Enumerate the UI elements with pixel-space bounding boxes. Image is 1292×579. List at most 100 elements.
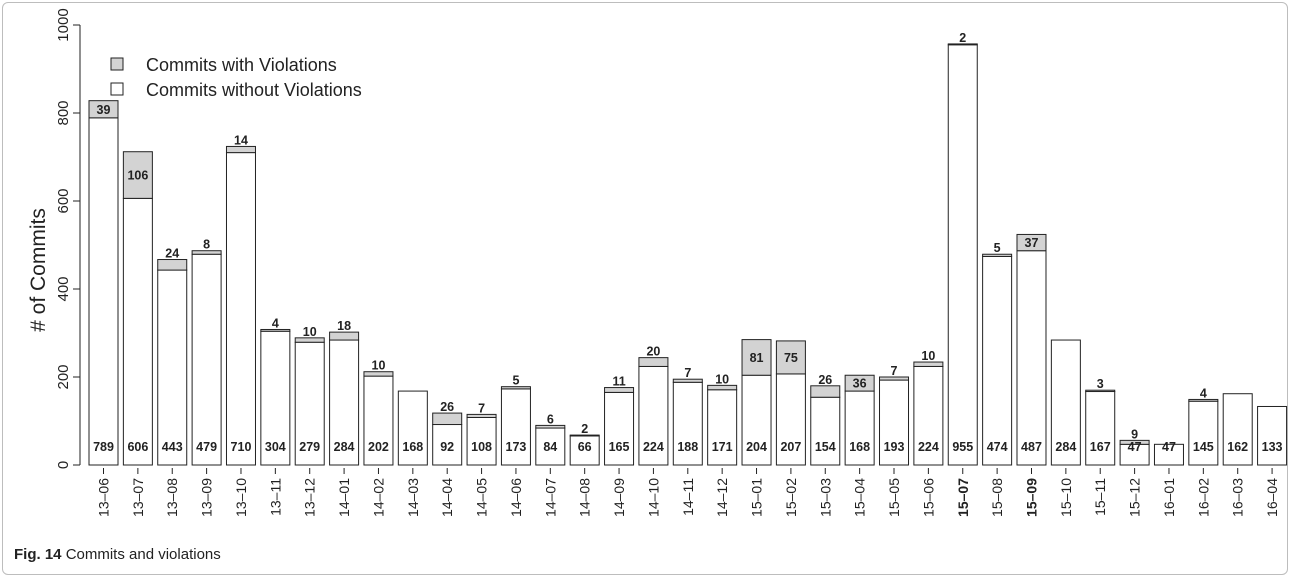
x-tick-label: 14–04 <box>439 478 455 517</box>
value-label-with-violations: 26 <box>818 373 832 387</box>
x-tick-label: 14–03 <box>405 478 421 517</box>
value-label-without-violations: 474 <box>987 440 1008 454</box>
x-tick-label: 13–10 <box>233 478 249 517</box>
y-tick-label: 800 <box>55 100 72 125</box>
value-label-with-violations: 106 <box>127 169 148 183</box>
figure-caption: Fig. 14 Commits and violations <box>14 546 221 563</box>
value-label-without-violations: 710 <box>231 440 252 454</box>
caption-label: Fig. 14 <box>14 546 62 563</box>
value-label-with-violations: 3 <box>1097 377 1104 391</box>
bar-with-violations <box>947 43 978 46</box>
bar-without-violations <box>397 390 428 466</box>
value-label-without-violations: 154 <box>815 440 836 454</box>
y-tick-label: 200 <box>55 364 72 389</box>
value-label-with-violations: 5 <box>512 374 519 388</box>
value-label-with-violations: 14 <box>234 133 248 147</box>
bar-without-violations <box>1222 393 1253 466</box>
y-axis-label: # of Commits <box>27 208 50 332</box>
bar-with-violations <box>1119 439 1150 445</box>
value-label-with-violations: 2 <box>959 31 966 45</box>
value-label-without-violations: 171 <box>712 440 733 454</box>
bar-with-violations <box>638 357 669 367</box>
value-label-without-violations: 47 <box>1162 440 1176 454</box>
caption-text: Commits and violations <box>65 546 221 563</box>
x-tick-label: 15–09 <box>1023 478 1039 517</box>
bar-without-violations <box>535 427 566 466</box>
value-label-without-violations: 224 <box>918 440 939 454</box>
bar-without-violations <box>157 269 188 466</box>
value-label-with-violations: 37 <box>1025 236 1039 250</box>
value-label-with-violations: 75 <box>784 351 798 365</box>
bar-without-violations <box>1188 400 1219 466</box>
bar-with-violations <box>500 386 531 390</box>
bar-without-violations <box>191 253 222 466</box>
value-label-with-violations: 8 <box>203 238 210 252</box>
value-label-without-violations: 84 <box>543 440 557 454</box>
x-tick-label: 14–02 <box>370 478 386 517</box>
x-tick-label: 13–07 <box>130 478 146 517</box>
x-tick-label: 13–09 <box>199 478 215 517</box>
x-tick-label: 13–08 <box>164 478 180 517</box>
bar-with-violations <box>1016 233 1047 252</box>
legend-label-with-violations: Commits with Violations <box>146 55 337 75</box>
y-tick-label: 400 <box>55 276 72 301</box>
bar-without-violations <box>1085 391 1116 466</box>
x-tick-label: 15–01 <box>749 478 765 517</box>
x-tick-label: 15–02 <box>783 478 799 517</box>
bar-with-violations <box>294 337 325 343</box>
x-tick-label: 16–02 <box>1195 478 1211 517</box>
bar-with-violations <box>88 100 119 119</box>
x-tick-label: 15–12 <box>1127 478 1143 517</box>
value-label-without-violations: 204 <box>746 440 767 454</box>
bar-without-violations <box>672 381 703 466</box>
bar-with-violations <box>879 376 910 381</box>
value-label-without-violations: 479 <box>196 440 217 454</box>
value-label-with-violations: 6 <box>547 412 554 426</box>
bar-with-violations <box>260 328 291 332</box>
bar-with-violations <box>741 339 772 376</box>
value-label-with-violations: 81 <box>750 351 764 365</box>
bar-without-violations <box>1016 250 1047 466</box>
bar-without-violations <box>844 390 875 466</box>
value-label-with-violations: 20 <box>646 345 660 359</box>
x-tick-label: 14–05 <box>474 478 490 517</box>
bar-without-violations <box>810 396 841 466</box>
value-label-without-violations: 92 <box>440 440 454 454</box>
value-label-without-violations: 47 <box>1128 440 1142 454</box>
value-label-without-violations: 162 <box>1227 440 1248 454</box>
bar-without-violations <box>569 435 600 466</box>
value-label-with-violations: 7 <box>891 364 898 378</box>
value-label-without-violations: 955 <box>952 440 973 454</box>
value-label-with-violations: 7 <box>478 401 485 415</box>
bar-with-violations <box>604 387 635 393</box>
bar-without-violations <box>707 389 738 466</box>
bar-without-violations <box>466 416 497 466</box>
x-tick-label: 15–11 <box>1092 478 1108 516</box>
value-label-without-violations: 284 <box>1055 440 1076 454</box>
value-label-with-violations: 10 <box>921 349 935 363</box>
bar-with-violations <box>982 253 1013 257</box>
bar-without-violations <box>913 365 944 466</box>
value-label-without-violations: 168 <box>402 440 423 454</box>
x-tick-label: 15–08 <box>989 478 1005 517</box>
bar-without-violations <box>879 379 910 466</box>
bar-with-violations <box>775 340 806 375</box>
value-label-without-violations: 279 <box>299 440 320 454</box>
bar-with-violations <box>363 371 394 377</box>
value-label-without-violations: 284 <box>334 440 355 454</box>
x-tick-label: 15–05 <box>886 478 902 517</box>
x-tick-label: 16–04 <box>1264 478 1280 517</box>
value-label-without-violations: 224 <box>643 440 664 454</box>
x-tick-label: 15–10 <box>1058 478 1074 517</box>
bar-with-violations <box>225 145 256 154</box>
bar-without-violations <box>329 339 360 466</box>
bar-with-violations <box>913 361 944 367</box>
x-tick-label: 14–10 <box>645 478 661 517</box>
bar-without-violations <box>1257 405 1288 466</box>
x-tick-label: 13–06 <box>96 478 112 517</box>
bar-without-violations <box>982 255 1013 466</box>
legend-swatch-without-violations <box>110 82 124 96</box>
y-axis: 0 200 400 600 800 1000 <box>55 8 81 469</box>
bar-without-violations <box>1050 339 1081 466</box>
bar-with-violations <box>122 151 153 199</box>
